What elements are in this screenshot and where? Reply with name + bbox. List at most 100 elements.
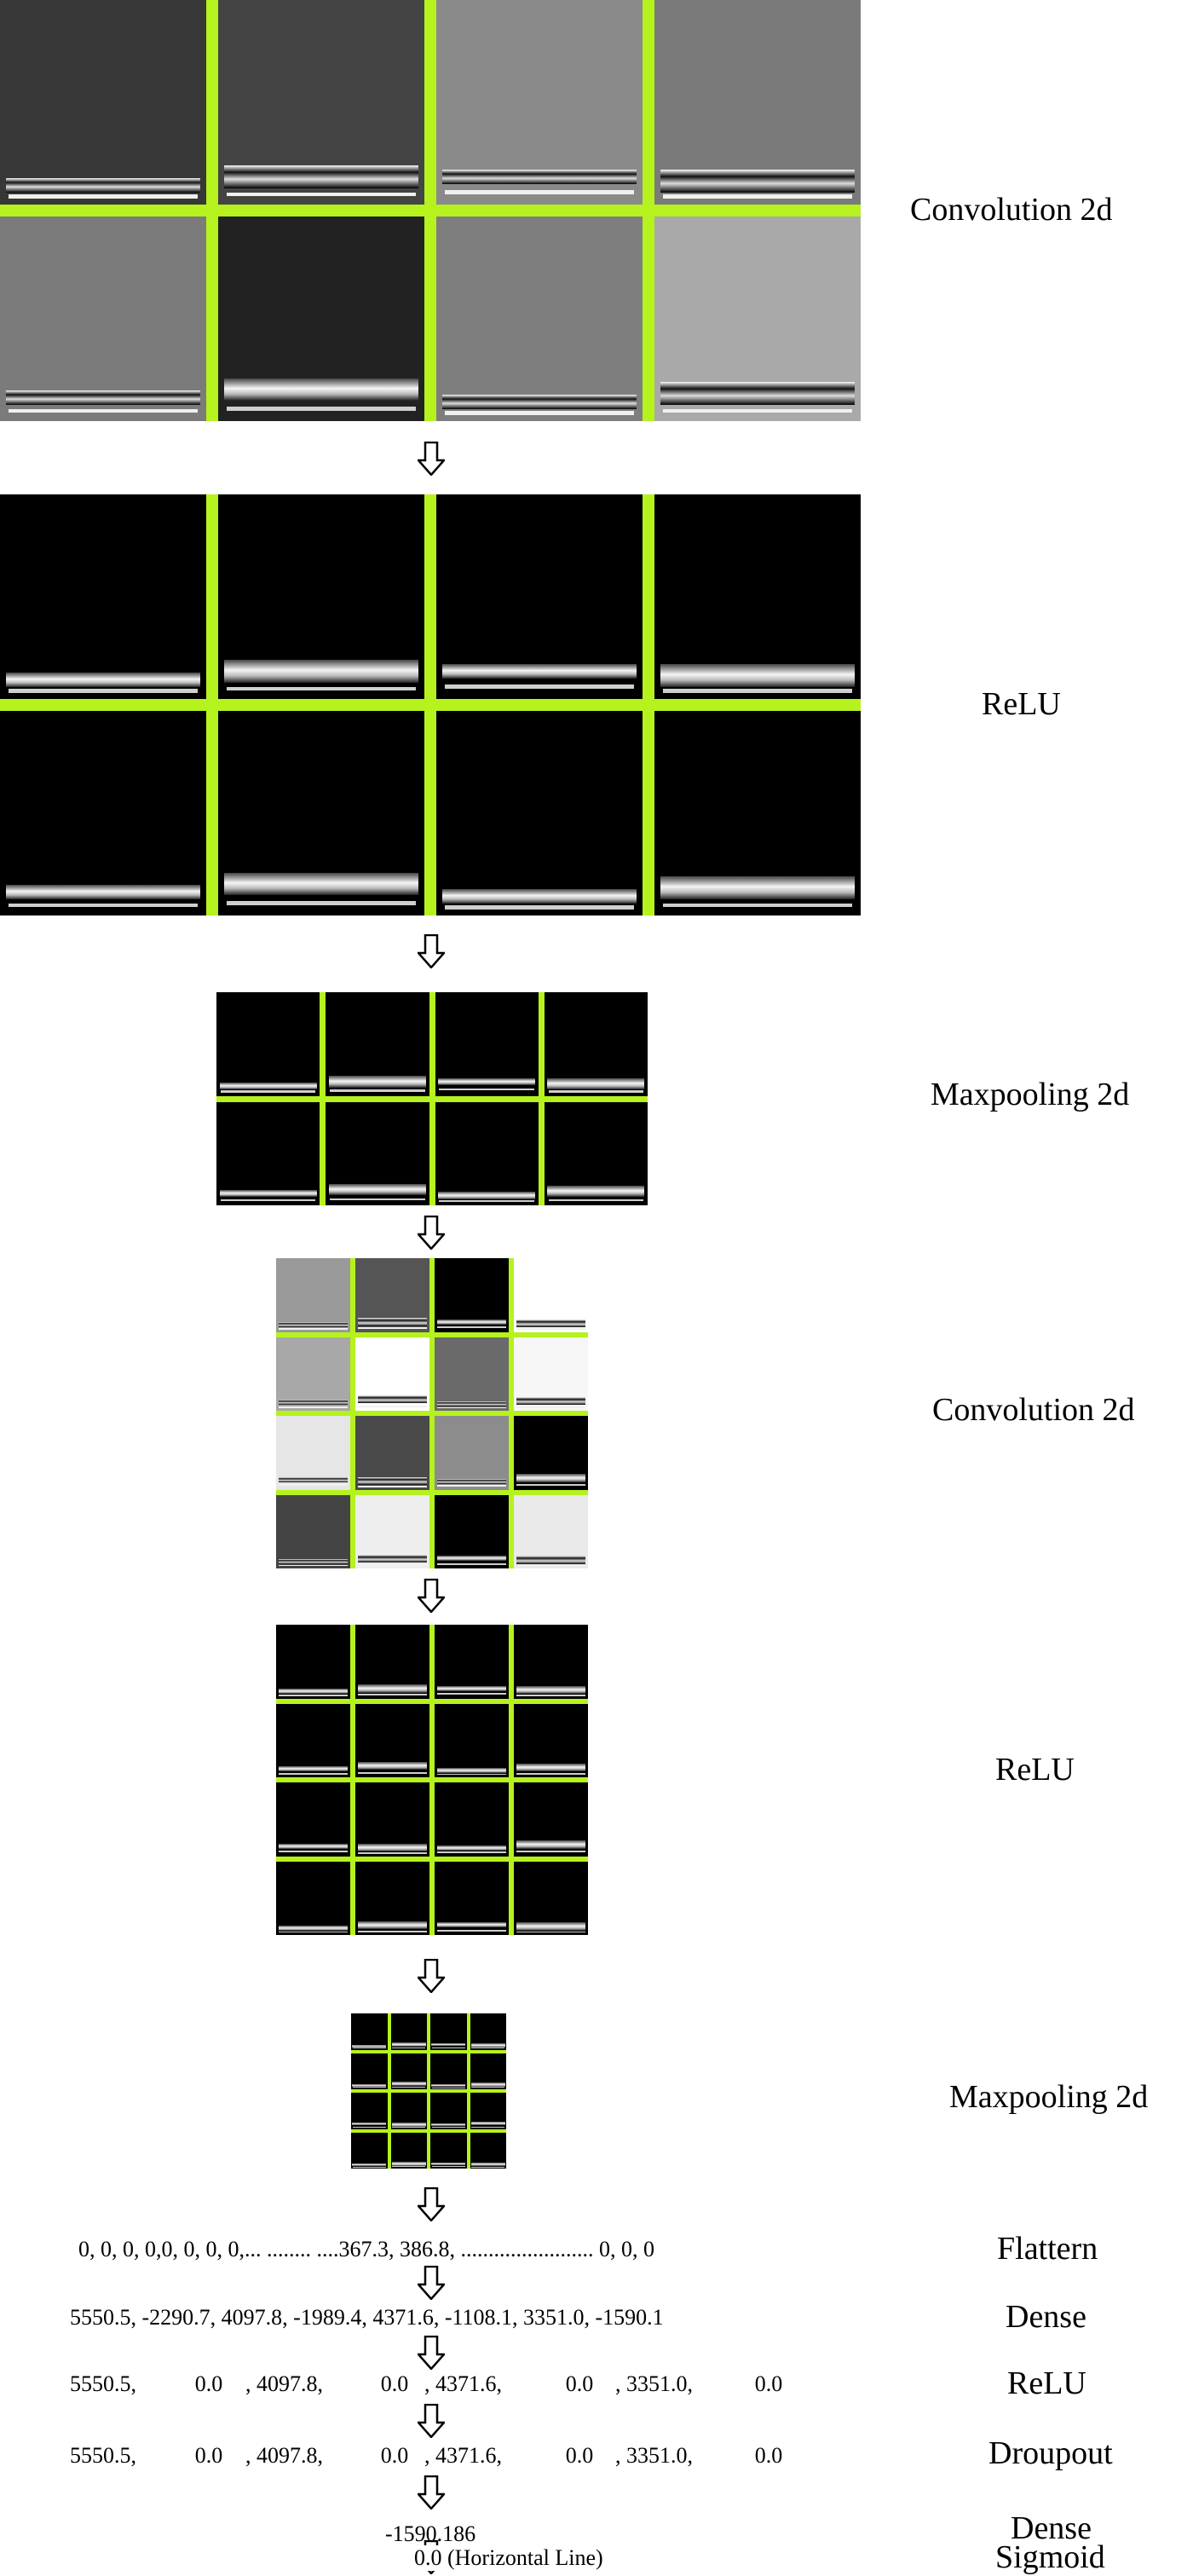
feature-map-cell (276, 1337, 350, 1411)
layer-label-dropout: Droupout (988, 2435, 1113, 2471)
down-arrow-icon (418, 2187, 445, 2221)
feature-map-cell (276, 1703, 350, 1777)
layer-label-flatten: Flattern (997, 2231, 1098, 2267)
down-arrow-icon (418, 2404, 445, 2438)
feature-map-cell (276, 1494, 350, 1568)
vector-value: 0.0 (194, 2371, 223, 2396)
feature-map-cell (654, 494, 861, 699)
vector-value: , 4097.8, (245, 2371, 323, 2396)
feature-map-cell (355, 1861, 429, 1935)
feature-map-cell (470, 2053, 506, 2089)
feature-map-cell (351, 2093, 388, 2129)
feature-map-cell (430, 2132, 467, 2169)
feature-map-cell (0, 0, 206, 205)
layer-label-sigmoid: Sigmoid (995, 2539, 1105, 2575)
feature-map-cell (216, 992, 320, 1096)
pool2-feature-maps (351, 2013, 506, 2169)
feature-map-cell (218, 217, 424, 421)
vector-value: 5550.5, (70, 2443, 136, 2468)
relu1-feature-maps (0, 494, 861, 915)
feature-map-cell (435, 1494, 509, 1568)
feature-map-cell (654, 217, 861, 421)
feature-map-cell (544, 992, 648, 1096)
feature-map-cell (276, 1782, 350, 1857)
vector-value: 0.0 (565, 2371, 594, 2396)
feature-map-cell (435, 1337, 509, 1411)
relu2-feature-maps (276, 1625, 588, 1935)
layer-label-pool1: Maxpooling 2d (931, 1077, 1130, 1112)
feature-map-cell (390, 2093, 427, 2129)
feature-map-cell (514, 1416, 588, 1490)
feature-map-cell (435, 1416, 509, 1490)
feature-map-cell (276, 1625, 350, 1699)
layer-label-relu3: ReLU (1007, 2365, 1086, 2401)
feature-map-cell (514, 1494, 588, 1568)
feature-map-cell (435, 1625, 509, 1699)
layer-label-dense1: Dense (1006, 2299, 1086, 2335)
down-arrow-icon (418, 1959, 445, 1993)
relu-values: 5550.5, 0.0 , 4097.8, 0.0 , 4371.6, 0.0 , 3351… (70, 2371, 786, 2397)
feature-map-cell (514, 1861, 588, 1935)
feature-map-cell (351, 2013, 388, 2050)
feature-map-cell (355, 1703, 429, 1777)
feature-map-cell (355, 1494, 429, 1568)
layer-label-pool2: Maxpooling 2d (949, 2079, 1149, 2115)
conv2-feature-maps (276, 1258, 588, 1568)
vector-value: 0.0 (380, 2371, 409, 2396)
flatten-values: 0, 0, 0, 0,0, 0, 0, 0,... ........ ....3… (78, 2237, 654, 2261)
feature-map-cell (435, 1861, 509, 1935)
feature-map-cell (435, 1703, 509, 1777)
feature-map-cell (390, 2053, 427, 2089)
vector-value: , 3351.0, (615, 2371, 693, 2396)
feature-map-cell (351, 2132, 388, 2169)
feature-map-cell (390, 2132, 427, 2169)
feature-map-cell (218, 711, 424, 915)
feature-map-cell (544, 1101, 648, 1205)
down-arrow-icon (418, 934, 445, 968)
feature-map-cell (355, 1625, 429, 1699)
feature-map-cell (355, 1258, 429, 1332)
layer-label-conv1: Convolution 2d (910, 192, 1113, 228)
feature-map-cell (435, 1101, 539, 1205)
feature-map-cell (355, 1337, 429, 1411)
feature-map-cell (436, 494, 643, 699)
feature-map-cell (514, 1258, 588, 1332)
feature-map-cell (436, 711, 643, 915)
feature-map-cell (514, 1625, 588, 1699)
feature-map-cell (0, 217, 206, 421)
feature-map-cell (430, 2093, 467, 2129)
pool1-feature-maps (216, 992, 648, 1205)
vector-value: , 4371.6, (424, 2443, 502, 2468)
vector-value: 0.0 (754, 2371, 783, 2396)
feature-map-cell (390, 2013, 427, 2050)
feature-map-cell (218, 494, 424, 699)
feature-map-cell (0, 494, 206, 699)
vector-value: , 3351.0, (615, 2443, 693, 2468)
layer-label-relu1: ReLU (982, 686, 1061, 722)
feature-map-cell (654, 711, 861, 915)
feature-map-cell (355, 1782, 429, 1857)
conv1-feature-maps (0, 0, 861, 421)
feature-map-cell (216, 1101, 320, 1205)
vector-value: 0.0 (754, 2443, 783, 2468)
feature-map-cell (435, 992, 539, 1096)
layer-label-conv2: Convolution 2d (932, 1392, 1135, 1428)
down-arrow-icon (418, 1579, 445, 1613)
vector-value: 5550.5, (70, 2371, 136, 2396)
feature-map-cell (436, 0, 643, 205)
feature-map-cell (276, 1861, 350, 1935)
feature-map-cell (326, 1101, 429, 1205)
vector-value: 0.0 (380, 2443, 409, 2468)
vector-value: 0.0 (565, 2443, 594, 2468)
feature-map-cell (326, 992, 429, 1096)
feature-map-cell (0, 711, 206, 915)
layer-label-dense2: Dense (1011, 2510, 1092, 2546)
feature-map-cell (355, 1416, 429, 1490)
feature-map-cell (654, 0, 861, 205)
down-arrow-icon (418, 2475, 445, 2510)
feature-map-cell (470, 2132, 506, 2169)
feature-map-cell (430, 2013, 467, 2050)
feature-map-cell (435, 1258, 509, 1332)
vector-value: , 4371.6, (424, 2371, 502, 2396)
layer-label-relu2: ReLU (995, 1752, 1075, 1788)
